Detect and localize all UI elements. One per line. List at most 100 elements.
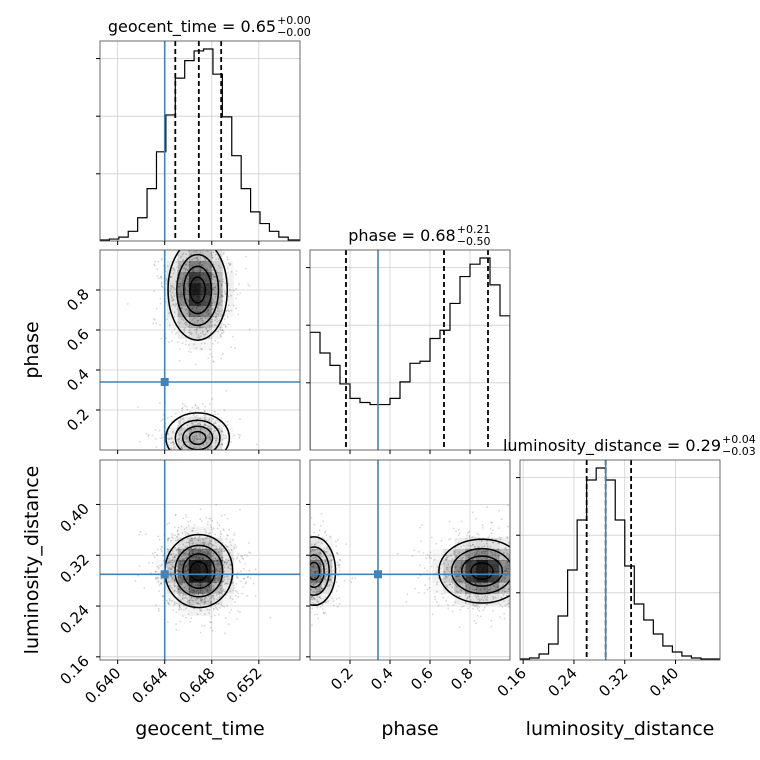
scatter-point xyxy=(168,324,171,327)
density-cell xyxy=(200,582,212,594)
scatter-point xyxy=(248,542,250,544)
scatter-point xyxy=(457,528,460,531)
contour-level-1 xyxy=(176,253,220,327)
scatter-point xyxy=(449,566,452,568)
scatter-point xyxy=(167,602,170,605)
scatter-point xyxy=(547,531,549,533)
scatter-point xyxy=(206,451,208,453)
scatter-point xyxy=(169,585,172,587)
scatter-point xyxy=(184,531,186,533)
scatter-point xyxy=(243,553,246,556)
scatter-point xyxy=(314,576,317,579)
scatter-point xyxy=(235,287,238,290)
scatter-point xyxy=(195,257,198,260)
scatter-point xyxy=(209,532,212,534)
density-cell xyxy=(211,571,223,583)
scatter-point xyxy=(222,580,224,583)
scatter-point xyxy=(168,558,170,560)
title-value: 0.65 xyxy=(240,17,276,36)
scatter-point xyxy=(304,581,306,583)
scatter-point xyxy=(188,176,190,178)
scatter-point xyxy=(213,598,216,601)
scatter-point xyxy=(320,587,323,590)
scatter-point xyxy=(212,569,215,572)
density-cell xyxy=(200,327,212,340)
scatter-point xyxy=(314,575,316,578)
density-cell xyxy=(177,438,190,450)
scatter-point xyxy=(200,520,203,522)
scatter-point xyxy=(193,593,196,596)
scatter-point xyxy=(211,300,214,303)
scatter-point xyxy=(216,560,219,562)
scatter-point xyxy=(337,564,340,567)
scatter-point xyxy=(245,255,247,258)
scatter-point xyxy=(211,432,214,434)
scatter-point xyxy=(532,549,534,551)
scatter-point xyxy=(511,617,513,619)
scatter-point xyxy=(174,589,176,592)
scatter-point xyxy=(184,269,187,272)
scatter-point xyxy=(169,554,172,556)
scatter-point xyxy=(214,410,216,413)
scatter-point xyxy=(525,539,527,541)
density-cell xyxy=(177,416,190,429)
scatter-point xyxy=(477,595,480,598)
scatter-point xyxy=(233,587,236,589)
density-cell xyxy=(443,571,455,583)
scatter-point xyxy=(513,582,515,584)
scatter-point xyxy=(172,571,174,574)
scatter-point xyxy=(144,533,147,535)
scatter-point xyxy=(497,554,500,557)
scatter-point xyxy=(203,542,206,545)
scatter-point xyxy=(196,437,198,440)
scatter-point xyxy=(434,598,437,601)
scatter-point xyxy=(179,278,182,280)
scatter-point xyxy=(441,592,443,595)
scatter-point xyxy=(199,608,202,611)
scatter-point xyxy=(240,555,242,557)
density-cell xyxy=(188,537,201,550)
scatter-point xyxy=(173,580,176,583)
scatter-point xyxy=(325,574,328,577)
scatter-point xyxy=(301,598,303,600)
scatter-point xyxy=(184,435,187,438)
scatter-point xyxy=(314,556,317,559)
scatter-point xyxy=(173,555,176,558)
scatter-point xyxy=(187,344,190,346)
scatter-point xyxy=(201,319,204,322)
scatter-point xyxy=(466,597,468,600)
scatter-point xyxy=(329,575,332,577)
scatter-point xyxy=(229,578,232,581)
scatter-point xyxy=(182,558,185,561)
scatter-point xyxy=(198,432,201,435)
scatter-point xyxy=(491,521,493,524)
scatter-point xyxy=(474,594,476,596)
scatter-point xyxy=(160,275,163,278)
scatter-point xyxy=(200,452,202,454)
scatter-point xyxy=(180,582,182,585)
density-cell xyxy=(321,571,333,583)
scatter-point xyxy=(481,551,483,554)
scatter-point xyxy=(326,551,328,553)
scatter-point xyxy=(216,559,218,562)
scatter-point xyxy=(216,598,219,600)
scatter-point xyxy=(182,319,185,321)
scatter-point xyxy=(139,530,142,533)
scatter-point xyxy=(162,418,164,421)
scatter-point xyxy=(237,313,240,316)
scatter-point xyxy=(515,538,517,540)
scatter-point xyxy=(190,454,192,456)
scatter-point xyxy=(152,322,155,325)
scatter-point xyxy=(244,267,247,270)
scatter-point xyxy=(177,588,180,590)
axes-frame xyxy=(99,40,301,242)
scatter-point xyxy=(185,340,188,342)
scatter-point xyxy=(305,566,307,568)
scatter-point xyxy=(166,523,169,526)
scatter-point xyxy=(192,542,195,544)
scatter-point xyxy=(293,545,295,547)
panel-title-luminosity_distance: luminosity_distance = 0.29 +0.04−0.03 xyxy=(503,433,756,458)
y-tick-label: 0.32 xyxy=(56,550,92,586)
scatter-point xyxy=(220,443,223,446)
scatter-point xyxy=(200,599,203,602)
